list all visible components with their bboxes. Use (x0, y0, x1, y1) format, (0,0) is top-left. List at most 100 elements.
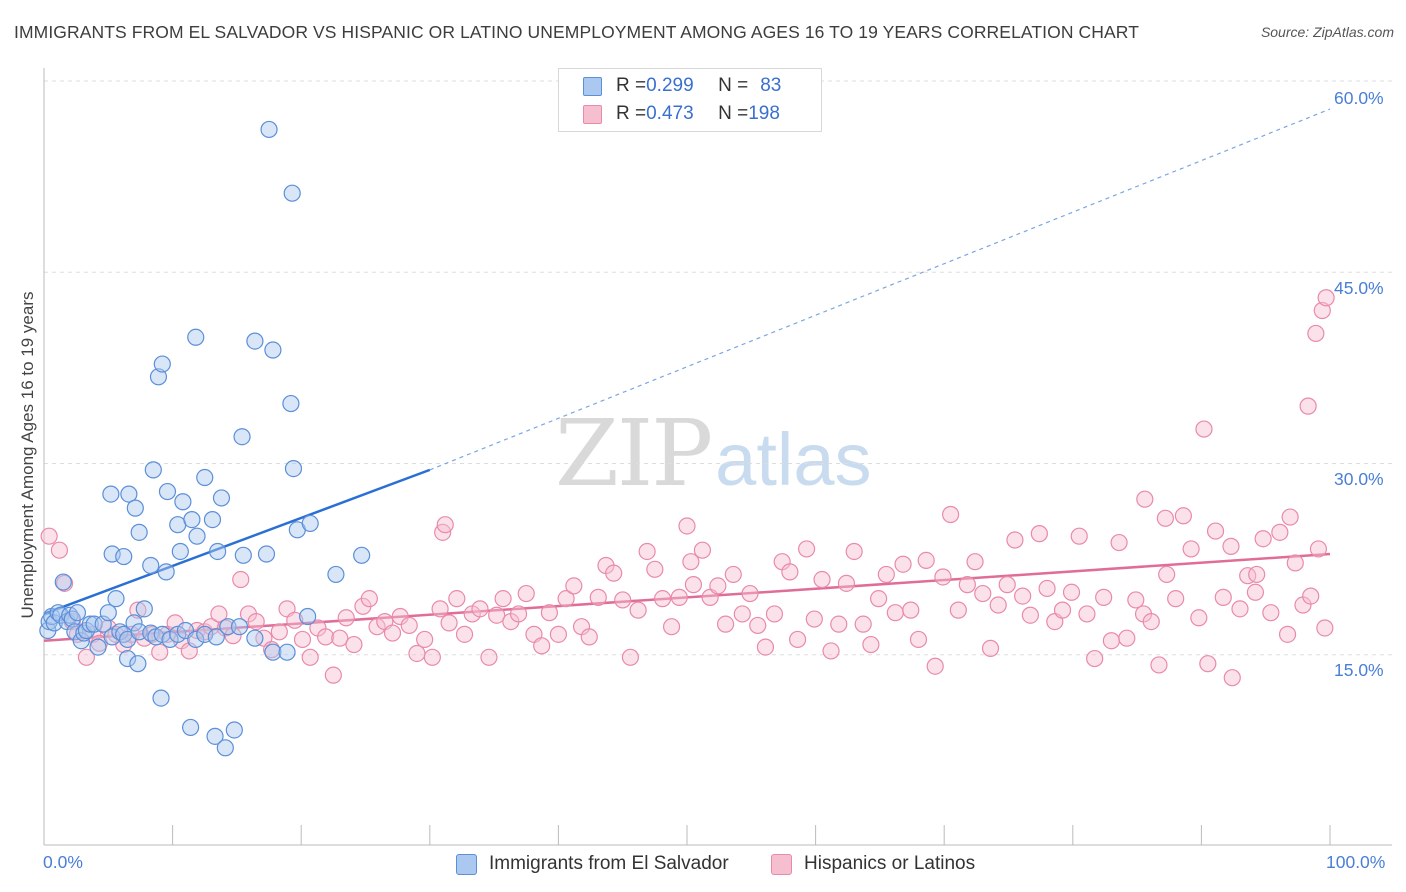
data-point-hispanic (455, 625, 474, 643)
legend-row-salvador: R = 0.299 N = 83 (583, 74, 781, 98)
legend-n-value: 198 (748, 103, 780, 124)
data-point-hispanic (781, 563, 799, 581)
data-point-hispanic (1271, 523, 1289, 541)
data-point-hispanic (1231, 600, 1249, 618)
data-point-hispanic (1316, 619, 1334, 637)
data-point-salvador (187, 630, 205, 649)
source-label: Source: ZipAtlas.com (1260, 24, 1394, 40)
data-point-hispanic (854, 615, 872, 633)
trend-line-salvador (43, 468, 431, 616)
data-point-hispanic (1302, 587, 1320, 605)
data-point-hispanic (926, 657, 944, 675)
data-point-hispanic (845, 542, 863, 561)
data-point-salvador (188, 527, 206, 545)
data-point-hispanic (232, 570, 250, 589)
axes (43, 68, 1392, 846)
data-point-salvador (301, 514, 319, 533)
data-point-hispanic (638, 542, 656, 561)
data-point-hispanic (1086, 649, 1104, 668)
data-point-hispanic (331, 629, 349, 647)
data-point-salvador (299, 607, 317, 626)
data-point-salvador (183, 510, 201, 529)
data-point-hispanic (270, 623, 288, 641)
data-point-hispanic (1167, 590, 1185, 608)
data-point-hispanic (909, 630, 928, 649)
data-point-salvador (129, 655, 147, 673)
data-point-hispanic (533, 637, 551, 655)
data-point-hispanic (902, 601, 920, 619)
data-point-hispanic (958, 576, 976, 594)
data-point-hispanic (1174, 507, 1192, 525)
data-point-hispanic (1102, 632, 1120, 650)
legend-r-value: 0.473 (646, 103, 694, 124)
data-point-hispanic (724, 565, 742, 584)
data-point-hispanic (448, 590, 466, 608)
data-point-hispanic (494, 590, 512, 608)
data-point-salvador (353, 546, 371, 564)
data-point-hispanic (934, 568, 952, 586)
data-point-hispanic (1182, 540, 1200, 558)
data-point-hispanic (981, 639, 1000, 657)
data-point-hispanic (400, 616, 418, 635)
data-point-salvador (158, 482, 177, 501)
data-point-hispanic (1206, 522, 1225, 540)
data-point-salvador (54, 573, 72, 591)
data-point-hispanic (301, 648, 319, 666)
data-point-hispanic (1078, 605, 1096, 623)
data-point-hispanic (1248, 565, 1266, 584)
data-point-salvador (225, 721, 243, 739)
legend-swatch-pink (771, 853, 792, 875)
grid-lines (44, 80, 1392, 656)
salvador-points (39, 120, 371, 757)
data-point-hispanic (1158, 565, 1176, 584)
legend-n-label: N = (718, 103, 749, 124)
data-point-hispanic (894, 555, 912, 573)
data-point-hispanic (480, 648, 498, 666)
data-point-hispanic (565, 577, 583, 595)
data-point-salvador (125, 614, 143, 632)
data-point-salvador (107, 590, 125, 608)
data-point-salvador (282, 394, 300, 413)
data-point-salvador (118, 649, 137, 668)
legend-row-hispanic: R = 0.473 N = 198 (583, 102, 780, 126)
data-point-salvador (149, 368, 168, 386)
legend-item-salvador: Immigrants from El Salvador (456, 851, 729, 877)
data-point-hispanic (1313, 301, 1331, 320)
data-point-hispanic (1127, 591, 1145, 609)
data-point-hispanic (877, 565, 895, 584)
data-point-hispanic (605, 564, 623, 582)
data-point-hispanic (129, 601, 147, 619)
y-tick-label-45: 45.0% (1334, 278, 1384, 298)
data-point-hispanic (966, 553, 984, 571)
data-point-hispanic (989, 596, 1007, 614)
data-point-salvador (126, 499, 144, 517)
data-point-hispanic (614, 591, 632, 609)
data-point-hispanic (756, 638, 775, 656)
data-point-hispanic (488, 606, 506, 624)
chart-title: IMMIGRANTS FROM EL SALVADOR VS HISPANIC … (14, 22, 1140, 42)
data-point-hispanic (1223, 669, 1241, 687)
data-point-hispanic (345, 635, 363, 654)
data-point-salvador (264, 643, 282, 661)
data-point-hispanic (440, 614, 458, 632)
data-point-hispanic (1199, 655, 1217, 673)
data-point-salvador (203, 510, 222, 529)
data-point-salvador (284, 460, 303, 478)
data-point-hispanic (830, 615, 848, 633)
data-point-salvador (207, 628, 225, 646)
data-point-salvador (157, 563, 175, 581)
data-point-hispanic (408, 644, 426, 663)
data-point-hispanic (1309, 540, 1328, 558)
data-point-hispanic (1281, 508, 1299, 526)
data-point-hispanic (549, 625, 568, 643)
data-point-hispanic (678, 517, 696, 535)
hispanic-points (40, 289, 1335, 687)
legend-n-label: N = (718, 75, 749, 96)
legend-swatch-blue (583, 76, 602, 96)
data-point-salvador (68, 604, 87, 622)
data-point-hispanic (1317, 289, 1335, 307)
data-point-hispanic (709, 577, 727, 595)
data-point-hispanic (286, 611, 304, 629)
data-point-salvador (135, 600, 153, 618)
